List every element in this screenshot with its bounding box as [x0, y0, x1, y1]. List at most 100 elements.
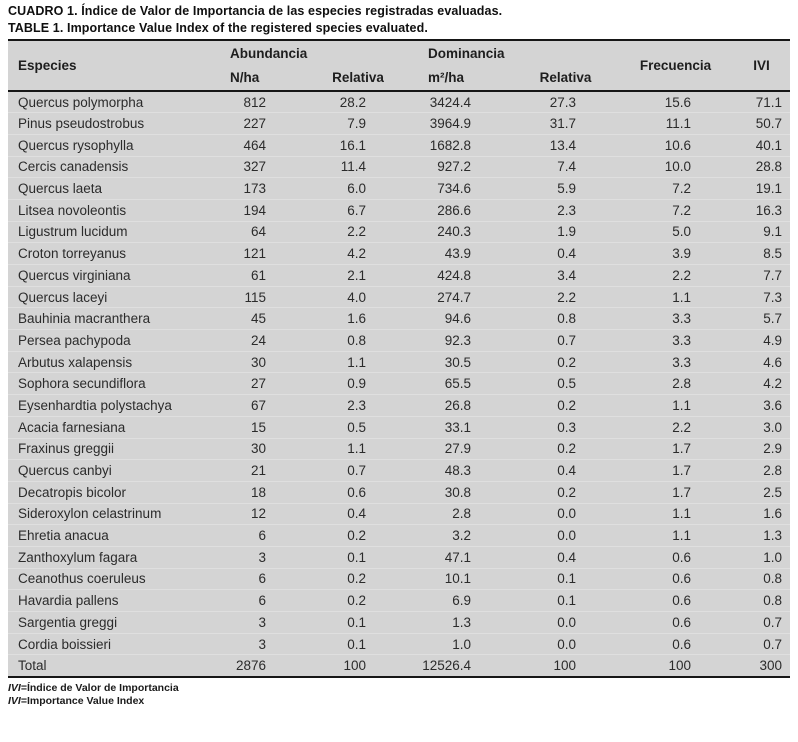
cell-species: Quercus laeta [8, 177, 223, 200]
table-row: Arbutus xalapensis 30 1.1 30.5 0.2 3.3 4.6 [8, 350, 791, 373]
footnote-abbr-ivi: IVI [8, 694, 21, 707]
cell-abundancia-relativa: 1.1 [308, 350, 409, 373]
cell-ivi: 9.1 [733, 220, 791, 243]
table-row: Sargentia greggi 3 0.1 1.3 0.0 0.6 0.7 [8, 611, 791, 634]
footnote-english: IVI=Importance Value Index [8, 695, 790, 708]
cell-frecuencia: 100 [618, 654, 734, 677]
cell-m2-ha: 1.3 [408, 611, 514, 634]
cell-species: Persea pachypoda [8, 329, 223, 352]
cell-n-ha: 464 [223, 133, 308, 157]
cell-ivi: 1.3 [733, 524, 791, 547]
cell-dominancia-relativa: 7.4 [513, 155, 619, 178]
column-group-abundancia: Abundancia [230, 45, 308, 61]
cell-dominancia-relativa: 0.2 [513, 437, 619, 460]
cell-species: Zanthoxylum fagara [8, 545, 223, 569]
cell-abundancia-relativa: 0.1 [308, 611, 409, 634]
cell-m2-ha: 48.3 [408, 459, 514, 482]
cell-species: Total [8, 654, 223, 677]
cell-frecuencia: 2.2 [618, 264, 734, 287]
cell-abundancia-relativa: 2.1 [308, 264, 409, 287]
cell-species: Croton torreyanus [8, 242, 223, 265]
cell-dominancia-relativa: 5.9 [513, 177, 619, 200]
cell-frecuencia: 0.6 [618, 567, 734, 590]
table-row: Cordia boissieri 3 0.1 1.0 0.0 0.6 0.7 [8, 632, 791, 655]
cell-ivi: 4.6 [733, 350, 791, 373]
cell-n-ha: 67 [223, 394, 308, 417]
importance-value-table: Especies Abundancia Dominancia Frecuenci… [8, 39, 791, 678]
cell-abundancia-relativa: 0.2 [308, 524, 409, 547]
cell-abundancia-relativa: 0.7 [308, 459, 409, 482]
cell-n-ha: 227 [223, 112, 308, 135]
cell-m2-ha: 3424.4 [429, 94, 472, 110]
cell-frecuencia: 1.7 [618, 437, 734, 460]
cell-species: Quercus canbyi [8, 459, 223, 482]
cell-ivi: 7.3 [733, 285, 791, 308]
cell-dominancia-relativa: 2.2 [513, 285, 619, 308]
cell-species: Ligustrum lucidum [8, 220, 223, 243]
cell-n-ha: 173 [223, 177, 308, 200]
cell-ivi: 1.6 [733, 502, 791, 525]
table-row: Litsea novoleontis 194 6.7 286.6 2.3 7.2 16.3 [8, 198, 791, 222]
table-row: Persea pachypoda 24 0.8 92.3 0.7 3.3 4.9 [8, 329, 791, 352]
cell-n-ha: 3 [223, 611, 308, 634]
cell-abundancia-relativa: 6.0 [308, 177, 409, 200]
cell-dominancia-relativa: 0.0 [513, 502, 619, 525]
cell-ivi: 16.3 [733, 198, 791, 222]
table-row: Pinus pseudostrobus 227 7.9 3964.9 31.7 11.1 5… [8, 112, 791, 135]
cell-n-ha: 2876 [223, 654, 308, 677]
cell-species: Fraxinus greggii [8, 437, 223, 460]
table-row: Decatropis bicolor 18 0.6 30.8 0.2 1.7 2.5 [8, 480, 791, 504]
cell-ivi: 0.7 [733, 611, 791, 634]
cell-ivi: 2.8 [733, 459, 791, 482]
cell-species: Ceanothus coeruleus [8, 567, 223, 590]
footnotes: IVI=Índice de Valor de Importancia IVI=I… [8, 682, 790, 708]
cell-dominancia-relativa: 100 [513, 654, 619, 677]
cell-m2-ha: 3964.9 [408, 112, 514, 135]
cell-n-ha: 27 [223, 372, 308, 395]
cell-species: Bauhinia macranthera [8, 307, 223, 330]
cell-frecuencia: 10.6 [618, 133, 734, 157]
cell-frecuencia: 1.1 [618, 502, 734, 525]
table-row: Quercus canbyi 21 0.7 48.3 0.4 1.7 2.8 [8, 459, 791, 482]
cell-ivi: 300 [733, 654, 791, 677]
cell-ivi: 2.5 [733, 480, 791, 504]
table-row: Quercus polymorpha 812 28.2 3424.4 27.3 15.6 7… [8, 91, 790, 113]
cell-abundancia-relativa: 0.4 [308, 502, 409, 525]
cell-dominancia-relativa: 0.0 [513, 611, 619, 634]
column-header-m2-ha: m²/ha [428, 70, 465, 85]
column-header-n-ha: N/ha [230, 70, 260, 85]
table-row: Croton torreyanus 121 4.2 43.9 0.4 3.9 8.5 [8, 242, 791, 265]
cell-frecuencia: 1.1 [618, 524, 734, 547]
cell-species: Pinus pseudostrobus [8, 112, 223, 135]
cell-dominancia-relativa: 0.2 [513, 480, 619, 504]
cell-dominancia-relativa: 0.4 [513, 242, 619, 265]
table-body: Quercus polymorpha 812 28.2 3424.4 27.3 15.6 7… [8, 91, 791, 677]
column-group-dominancia: Dominancia [428, 45, 505, 61]
cell-ivi: 3.6 [733, 394, 791, 417]
cell-ivi: 50.7 [733, 112, 791, 135]
cell-m2-ha: 26.8 [408, 394, 514, 417]
cell-frecuencia: 3.3 [618, 307, 734, 330]
cell-species: Sideroxylon celastrinum [8, 502, 223, 525]
cell-frecuencia: 1.1 [618, 285, 734, 308]
table-row: Zanthoxylum fagara 3 0.1 47.1 0.4 0.6 1.0 [8, 545, 791, 569]
column-header-especies: Especies [18, 58, 77, 73]
table-row: Acacia farnesiana 15 0.5 33.1 0.3 2.2 3.0 [8, 415, 791, 438]
cell-frecuencia: 1.1 [618, 394, 734, 417]
cell-species: Cercis canadensis [8, 155, 223, 178]
header-group-row: Especies Abundancia Dominancia Frecuenci… [8, 40, 790, 74]
column-header-frecuencia: Frecuencia [639, 58, 712, 73]
cell-n-ha: 3 [223, 632, 308, 655]
cell-species: Litsea novoleontis [8, 198, 223, 222]
cell-n-ha: 194 [223, 198, 308, 222]
cell-species: Decatropis bicolor [8, 480, 223, 504]
cell-dominancia-relativa: 1.9 [513, 220, 619, 243]
cell-dominancia-relativa: 0.7 [513, 329, 619, 352]
cell-frecuencia: 1.7 [618, 459, 734, 482]
cell-frecuencia: 3.9 [618, 242, 734, 265]
cell-abundancia-relativa: 11.4 [308, 155, 409, 178]
cell-n-ha: 30 [223, 437, 308, 460]
cell-species: Quercus polymorpha [18, 94, 144, 110]
cell-m2-ha: 6.9 [408, 589, 514, 612]
cell-frecuencia: 1.7 [618, 480, 734, 504]
